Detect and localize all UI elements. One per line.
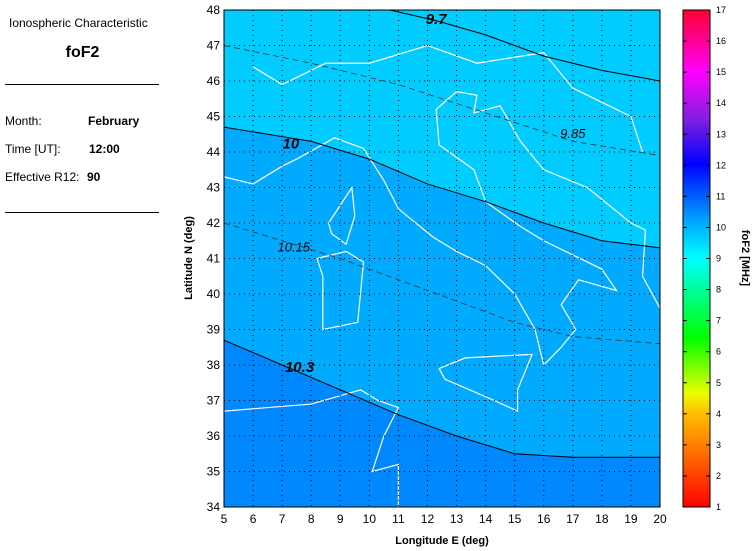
x-tick-label: 6 bbox=[250, 512, 257, 526]
x-tick-label: 16 bbox=[537, 512, 551, 526]
r12-label: Effective R12: bbox=[5, 170, 80, 184]
time-value: 12:00 bbox=[89, 142, 120, 156]
month-label: Month: bbox=[5, 114, 42, 128]
divider bbox=[5, 84, 159, 85]
colorbar-tick-label: 12 bbox=[716, 160, 726, 170]
coastline bbox=[316, 250, 365, 331]
x-tick-label: 19 bbox=[624, 512, 638, 526]
x-tick-label: 12 bbox=[421, 512, 435, 526]
contour-line bbox=[224, 222, 660, 345]
colorbar-tick-label: 14 bbox=[716, 98, 726, 108]
y-tick-label: 44 bbox=[207, 145, 221, 159]
y-tick-label: 38 bbox=[207, 358, 221, 372]
characteristic-title: foF2 bbox=[65, 44, 100, 61]
r12-value: 90 bbox=[87, 170, 101, 184]
coastline bbox=[252, 44, 644, 153]
contour-line bbox=[224, 339, 660, 458]
y-tick-label: 47 bbox=[207, 39, 221, 53]
contour-line bbox=[224, 45, 660, 156]
x-tick-label: 10 bbox=[363, 512, 377, 526]
colorbar-label: foF2 [MHz] bbox=[739, 230, 751, 287]
y-tick-label: 34 bbox=[207, 500, 221, 514]
y-tick-label: 42 bbox=[207, 216, 221, 230]
colorbar-tick-label: 13 bbox=[716, 129, 726, 139]
coastline bbox=[438, 353, 534, 413]
x-tick-label: 8 bbox=[308, 512, 315, 526]
x-tick-label: 9 bbox=[337, 512, 344, 526]
colorbar-tick-label: 17 bbox=[716, 5, 726, 15]
time-label: Time [UT]: bbox=[5, 142, 61, 156]
contour-label: 10.3 bbox=[285, 359, 315, 376]
y-tick-label: 40 bbox=[207, 287, 221, 301]
y-tick-label: 43 bbox=[207, 181, 221, 195]
colorbar-tick-label: 4 bbox=[716, 409, 721, 419]
plot-frame bbox=[223, 9, 661, 508]
contour-line bbox=[224, 126, 660, 249]
x-tick-label: 17 bbox=[566, 512, 580, 526]
coastline bbox=[328, 185, 356, 246]
colorbar-tick-label: 10 bbox=[716, 222, 726, 232]
contour-label: 9.85 bbox=[560, 126, 586, 141]
colorbar-tick-label: 15 bbox=[716, 67, 726, 77]
colorbar-tick-label: 7 bbox=[716, 316, 721, 326]
y-tick-label: 39 bbox=[207, 323, 221, 337]
x-tick-label: 14 bbox=[479, 512, 493, 526]
colorbar-tick-label: 2 bbox=[716, 471, 721, 481]
x-axis-label: Longitude E (deg) bbox=[395, 535, 489, 547]
x-tick-label: 20 bbox=[653, 512, 667, 526]
y-tick-label: 45 bbox=[207, 110, 221, 124]
colorbar-tick-label: 1 bbox=[716, 502, 721, 512]
x-tick-label: 5 bbox=[221, 512, 228, 526]
x-tick-label: 15 bbox=[508, 512, 522, 526]
y-tick-label: 35 bbox=[207, 465, 221, 479]
y-tick-label: 41 bbox=[207, 252, 221, 266]
y-axis-label: Latitude N (deg) bbox=[183, 216, 195, 300]
x-tick-label: 13 bbox=[450, 512, 464, 526]
coastline bbox=[224, 91, 660, 367]
colorbar-tick-label: 6 bbox=[716, 347, 721, 357]
contour-label: 9.7 bbox=[426, 11, 448, 28]
contour-label: 10 bbox=[283, 135, 300, 152]
colorbar-tick-label: 11 bbox=[716, 191, 725, 201]
colorbar-tick-label: 8 bbox=[716, 285, 721, 295]
contour-line bbox=[389, 10, 660, 82]
y-tick-label: 48 bbox=[207, 3, 221, 17]
colorbar-tick-label: 9 bbox=[716, 254, 721, 264]
y-tick-label: 46 bbox=[207, 74, 221, 88]
x-tick-label: 11 bbox=[392, 512, 405, 526]
divider bbox=[5, 212, 159, 213]
heading: Ionospheric Characteristic bbox=[9, 16, 148, 30]
x-tick-label: 7 bbox=[279, 512, 286, 526]
coastline bbox=[224, 389, 400, 507]
colorbar-tick-label: 3 bbox=[716, 440, 721, 450]
month-value: February bbox=[88, 114, 140, 128]
colorbar bbox=[682, 9, 711, 508]
contour-label: 10.15 bbox=[277, 239, 310, 254]
y-tick-label: 37 bbox=[207, 394, 221, 408]
colorbar-tick-label: 16 bbox=[716, 36, 726, 46]
colorbar-tick-label: 5 bbox=[716, 378, 721, 388]
y-tick-label: 36 bbox=[207, 429, 221, 443]
region-fill bbox=[224, 340, 660, 507]
x-tick-label: 18 bbox=[595, 512, 609, 526]
